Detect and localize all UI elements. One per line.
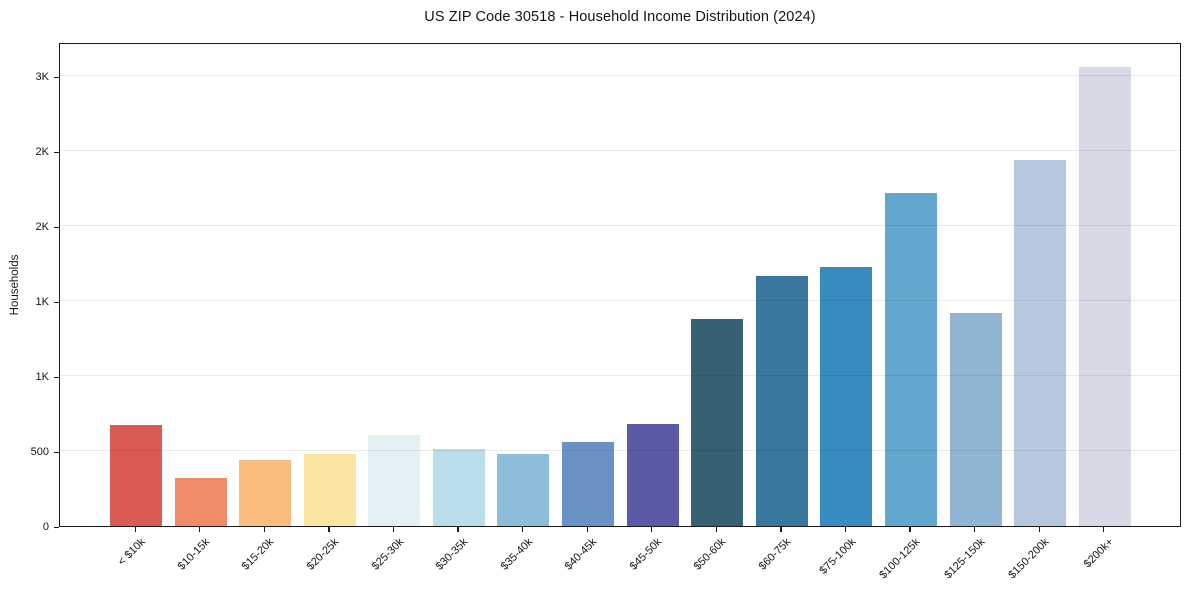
- x-tick-label: $40-45k: [562, 536, 600, 573]
- x-tick-mark: [715, 527, 718, 532]
- chart-title: US ZIP Code 30518 - Household Income Dis…: [424, 9, 816, 25]
- bar: [303, 454, 356, 526]
- x-tick-label: $200k+: [1081, 536, 1117, 571]
- gridline: [60, 150, 1180, 152]
- x-tick-label: $75-100k: [816, 536, 858, 577]
- y-tick-label: 2K: [35, 145, 49, 158]
- x-tick-mark: [263, 527, 265, 532]
- x-tick-label: $100-125k: [877, 536, 923, 582]
- x-tick-mark: [780, 527, 782, 532]
- bar: [1014, 160, 1067, 526]
- bar: [497, 454, 550, 526]
- x-tick-mark: [651, 527, 653, 532]
- bar: [949, 313, 1002, 526]
- y-tick-mark: [54, 226, 59, 229]
- x-tick-mark: [199, 527, 201, 532]
- bar: [755, 275, 808, 526]
- x-tick-mark: [586, 527, 588, 532]
- bar: [174, 478, 227, 526]
- bar: [626, 424, 679, 526]
- bar: [691, 319, 744, 526]
- bar: [1078, 67, 1131, 526]
- bar: [368, 435, 421, 526]
- gridline: [60, 225, 1180, 227]
- gridline: [60, 375, 1180, 377]
- x-tick-mark: [457, 527, 459, 532]
- x-tick-mark: [909, 527, 911, 532]
- y-tick-label: 1K: [35, 370, 49, 383]
- y-tick-label: 0: [42, 520, 49, 533]
- y-tick-mark: [54, 376, 59, 378]
- x-tick-label: $50-60k: [692, 536, 729, 573]
- x-tick-label: $25-30k: [369, 536, 406, 573]
- bar: [432, 448, 485, 526]
- x-tick-label: $20-25k: [304, 536, 342, 573]
- y-tick-mark: [54, 301, 59, 304]
- y-tick-label: 3K: [35, 70, 49, 83]
- bar: [884, 193, 937, 526]
- gridline: [60, 300, 1180, 302]
- x-tick-mark: [328, 527, 330, 532]
- y-tick-label: 1K: [35, 295, 49, 308]
- y-tick-mark: [54, 526, 59, 528]
- y-tick-label: 2K: [35, 220, 49, 233]
- x-tick-mark: [392, 527, 395, 532]
- x-tick-mark: [521, 527, 524, 532]
- x-tick-label: $150-200k: [1006, 536, 1052, 582]
- x-tick-label: $125-150k: [941, 536, 988, 582]
- x-tick-mark: [1038, 527, 1040, 532]
- x-tick-label: $60-75k: [756, 536, 794, 573]
- y-tick-label: 500: [30, 445, 49, 458]
- bar: [562, 442, 615, 526]
- x-tick-label: $35-40k: [498, 536, 535, 573]
- gridline: [60, 75, 1180, 77]
- x-tick-mark: [1103, 527, 1105, 532]
- x-tick-label: $45-50k: [627, 536, 665, 573]
- y-tick-mark: [54, 451, 59, 453]
- bar: [110, 424, 162, 526]
- x-tick-label: $30-35k: [433, 536, 471, 573]
- plot-area: [59, 43, 1181, 527]
- bar: [820, 266, 873, 526]
- x-tick-mark: [844, 527, 847, 532]
- x-tick-label: < $10k: [115, 536, 148, 569]
- x-tick-label: $10-15k: [175, 536, 213, 573]
- y-tick-mark: [54, 151, 59, 154]
- x-tick-label: $15-20k: [240, 536, 277, 573]
- x-tick-mark: [134, 527, 136, 532]
- gridline: [60, 450, 1180, 452]
- x-tick-mark: [974, 527, 976, 532]
- y-tick-mark: [54, 76, 59, 79]
- bar: [239, 460, 292, 526]
